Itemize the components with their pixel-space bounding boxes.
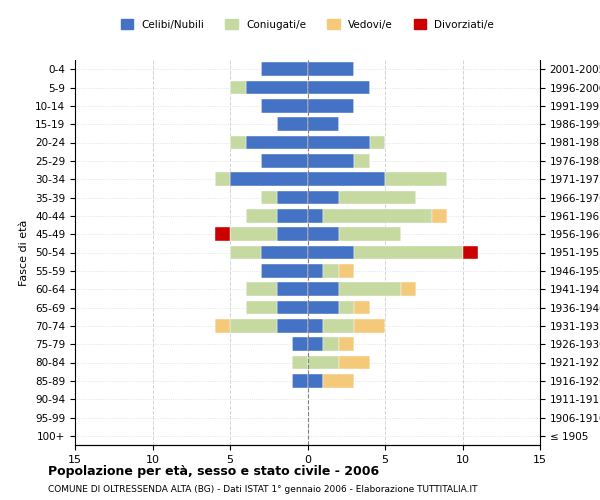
Bar [338, 282, 401, 296]
Bar [261, 154, 308, 168]
Bar [401, 282, 416, 296]
Bar [245, 300, 277, 314]
Bar [292, 356, 308, 370]
Bar [385, 172, 447, 186]
Bar [323, 209, 431, 222]
Bar [308, 300, 338, 314]
Bar [245, 80, 308, 94]
Bar [308, 282, 338, 296]
Bar [308, 154, 354, 168]
Bar [277, 319, 308, 332]
Bar [308, 228, 338, 241]
Bar [354, 300, 370, 314]
Bar [277, 300, 308, 314]
Bar [261, 99, 308, 112]
Bar [338, 228, 401, 241]
Bar [215, 228, 230, 241]
Bar [308, 264, 323, 278]
Text: COMUNE DI OLTRESSENDA ALTA (BG) - Dati ISTAT 1° gennaio 2006 - Elaborazione TUTT: COMUNE DI OLTRESSENDA ALTA (BG) - Dati I… [48, 485, 478, 494]
Bar [308, 172, 385, 186]
Bar [338, 264, 354, 278]
Bar [230, 80, 245, 94]
Bar [277, 282, 308, 296]
Bar [261, 264, 308, 278]
Bar [277, 118, 308, 131]
Bar [308, 356, 338, 370]
Bar [370, 136, 385, 149]
Bar [463, 246, 478, 260]
Bar [277, 228, 308, 241]
Bar [245, 282, 277, 296]
Bar [323, 338, 338, 351]
Bar [308, 246, 354, 260]
Text: Popolazione per età, sesso e stato civile - 2006: Popolazione per età, sesso e stato civil… [48, 465, 379, 478]
Bar [308, 319, 323, 332]
Bar [230, 172, 308, 186]
Bar [245, 209, 277, 222]
Bar [323, 319, 354, 332]
Bar [308, 99, 354, 112]
Y-axis label: Fasce di età: Fasce di età [19, 220, 29, 286]
Bar [354, 154, 370, 168]
Bar [308, 374, 323, 388]
Bar [308, 118, 338, 131]
Bar [323, 264, 338, 278]
Bar [323, 374, 354, 388]
Bar [292, 338, 308, 351]
Bar [308, 209, 323, 222]
Bar [261, 62, 308, 76]
Bar [308, 80, 370, 94]
Bar [338, 300, 354, 314]
Bar [261, 246, 308, 260]
Bar [338, 356, 370, 370]
Bar [277, 190, 308, 204]
Bar [354, 319, 385, 332]
Bar [230, 319, 277, 332]
Bar [292, 374, 308, 388]
Bar [354, 246, 463, 260]
Bar [215, 319, 230, 332]
Bar [230, 228, 277, 241]
Bar [308, 62, 354, 76]
Bar [338, 190, 416, 204]
Bar [230, 136, 245, 149]
Bar [308, 136, 370, 149]
Bar [230, 246, 261, 260]
Bar [308, 190, 338, 204]
Bar [431, 209, 447, 222]
Bar [245, 136, 308, 149]
Legend: Celibi/Nubili, Coniugati/e, Vedovi/e, Divorziati/e: Celibi/Nubili, Coniugati/e, Vedovi/e, Di… [117, 15, 498, 34]
Bar [277, 209, 308, 222]
Bar [308, 338, 323, 351]
Bar [215, 172, 230, 186]
Bar [261, 190, 277, 204]
Bar [338, 338, 354, 351]
